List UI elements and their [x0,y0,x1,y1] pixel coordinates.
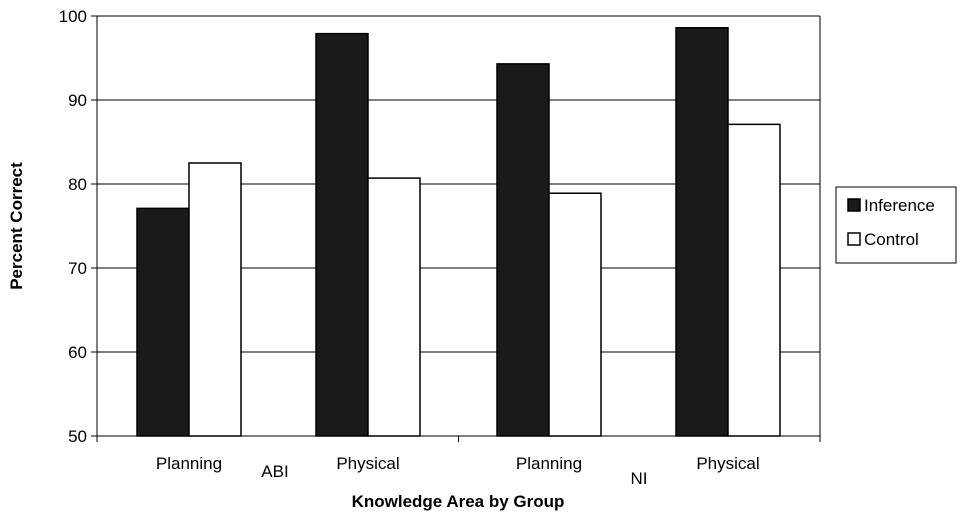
bars [136,27,781,437]
legend-label-control: Control [864,230,919,249]
y-tick-label-100: 100 [59,7,87,26]
bar-control-abi-physical [367,177,421,437]
bar-inference-abi-physical [315,32,369,437]
bar-inference-ni-physical [675,27,729,437]
group-labels: ABI NI [261,462,647,488]
group-label-abi: ABI [261,462,288,481]
y-tick-label-80: 80 [68,175,87,194]
x-axis-title: Knowledge Area by Group [352,492,565,511]
y-axis-title: Percent Correct [7,162,26,290]
legend-swatch-control [847,232,861,246]
x-tick-label-planning: Planning [156,454,222,473]
y-tick-labels: 50 60 70 80 90 100 [59,7,97,446]
bar-inference-abi-planning [136,207,190,437]
y-tick-label-50: 50 [68,427,87,446]
axes [96,16,821,442]
bar-control-abi-planning [188,162,242,437]
x-tick-label-physical: Physical [696,454,759,473]
x-tick-label-planning: Planning [516,454,582,473]
x-tick-labels: Planning Physical Planning Physical [156,454,760,473]
y-tick-label-70: 70 [68,259,87,278]
y-tick-label-90: 90 [68,91,87,110]
x-tick-label-physical: Physical [336,454,399,473]
legend: Inference Control [835,186,957,264]
bar-control-ni-planning [548,192,602,437]
legend-swatch-inference [847,198,861,212]
bar-control-ni-physical [727,123,781,437]
group-label-ni: NI [631,469,648,488]
legend-box [835,186,957,264]
bar-inference-ni-planning [496,63,550,437]
y-tick-label-60: 60 [68,343,87,362]
legend-label-inference: Inference [864,196,935,215]
